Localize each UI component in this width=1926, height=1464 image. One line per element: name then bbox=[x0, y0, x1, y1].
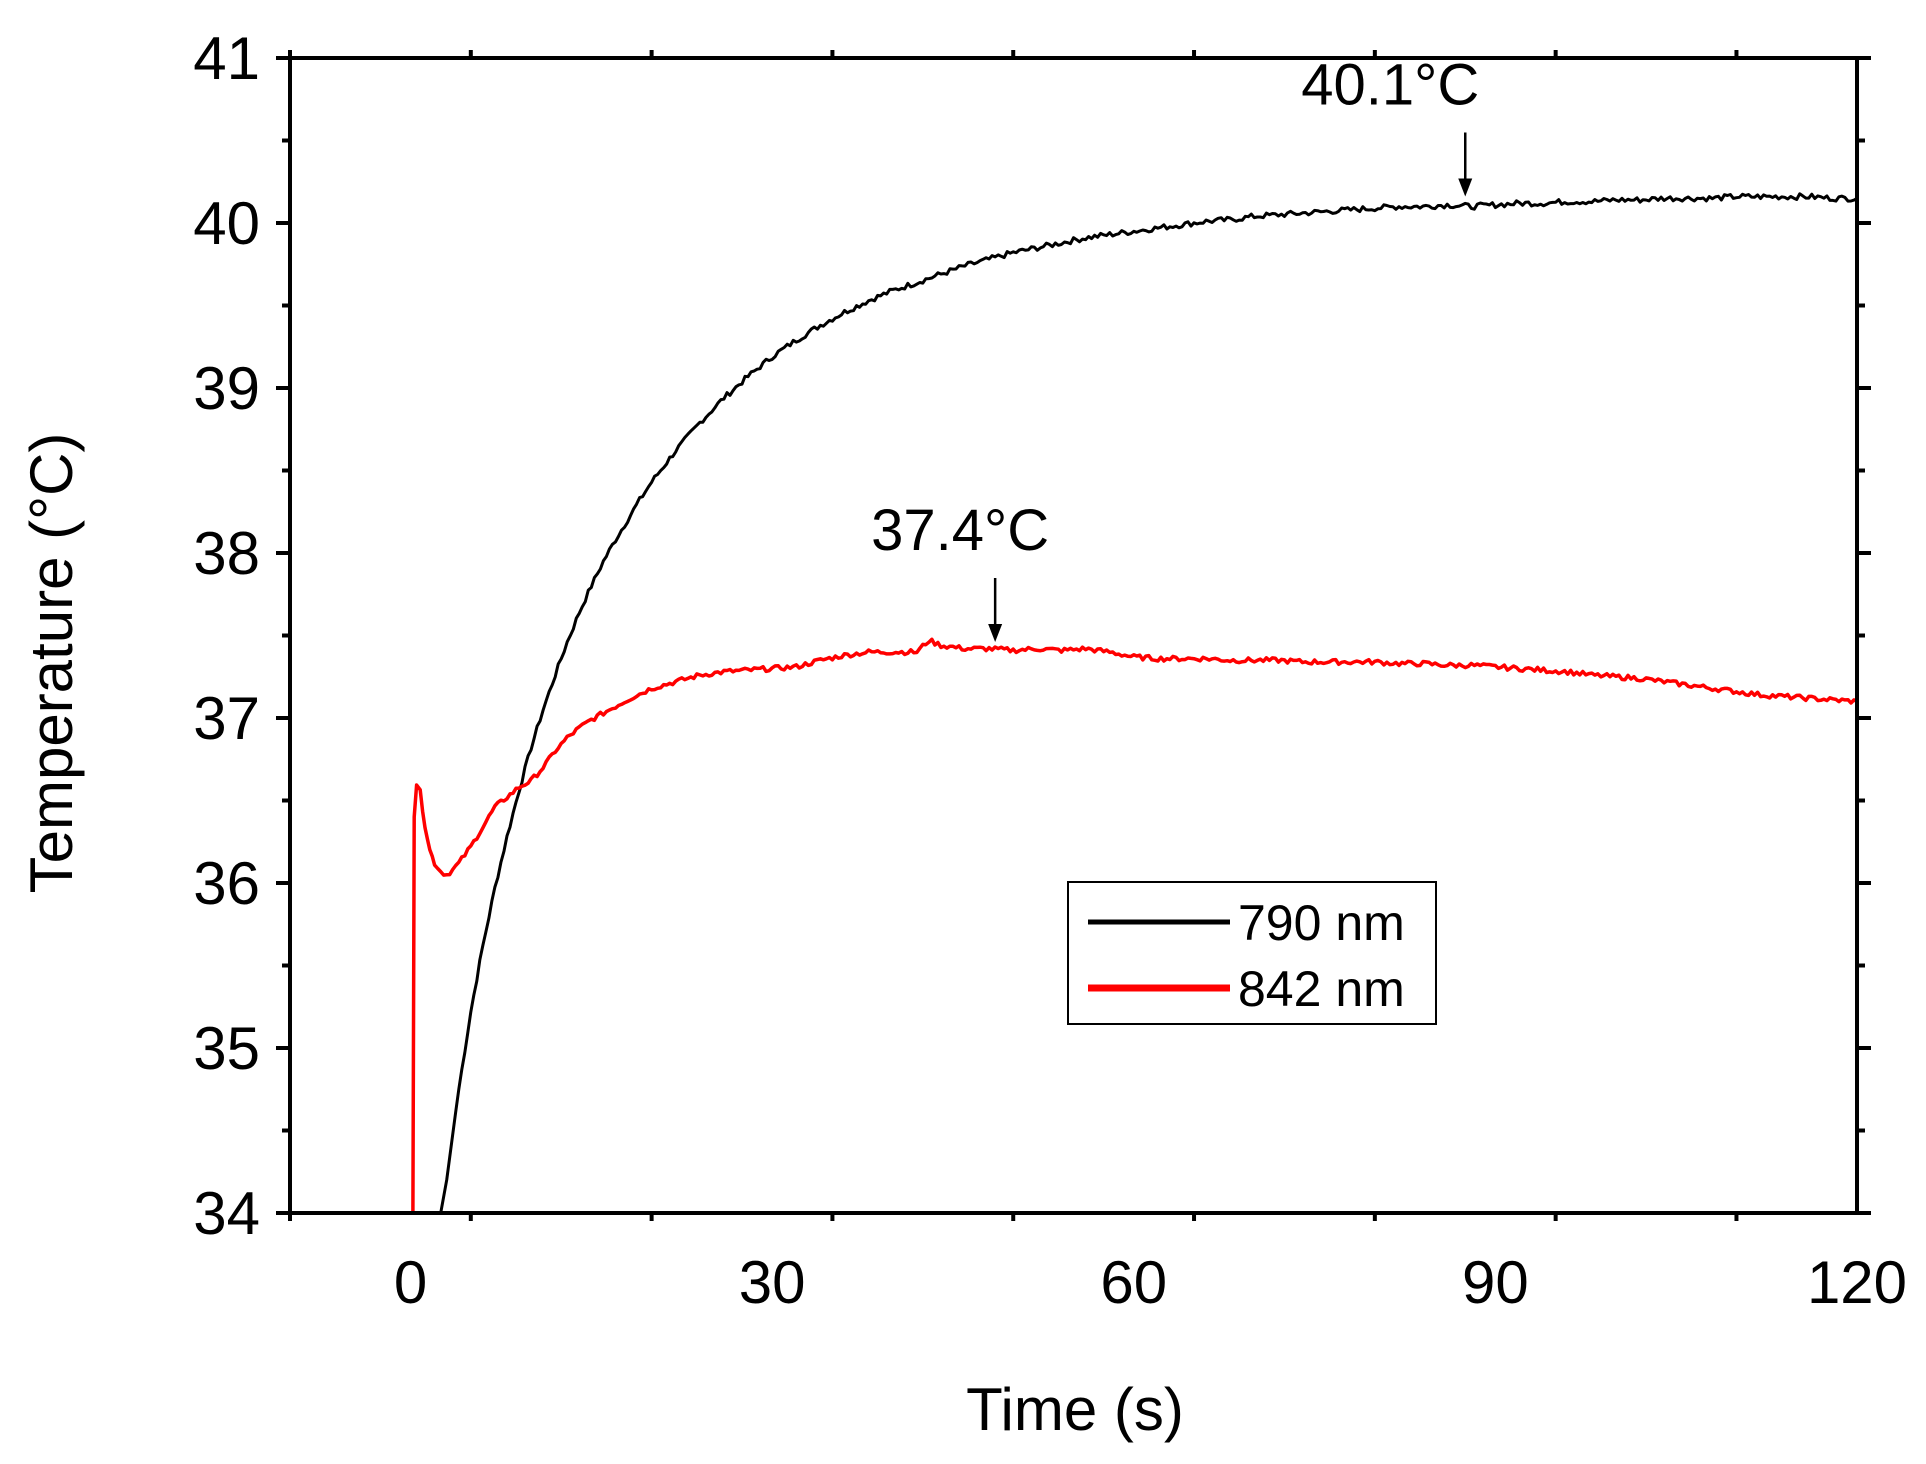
annotation-label: 40.1°C bbox=[1301, 53, 1479, 118]
y-tick-label: 40 bbox=[193, 190, 260, 257]
x-tick-label: 30 bbox=[739, 1249, 806, 1316]
legend: 790 nm 842 nm bbox=[1067, 881, 1437, 1025]
x-tick-label: 120 bbox=[1807, 1249, 1907, 1316]
y-axis-title: Temperature (°C) bbox=[18, 433, 85, 894]
y-tick-label: 39 bbox=[193, 355, 260, 422]
legend-box bbox=[1067, 881, 1437, 1025]
plot-layer bbox=[411, 192, 1857, 1213]
annotation-arrow-head bbox=[988, 624, 1003, 642]
y-tick-label: 41 bbox=[193, 25, 260, 92]
plot-frame-layer bbox=[288, 56, 1859, 1215]
tick-layer: 0 30 60 90 120 34 35 36 37 38 39 40 41 bbox=[193, 25, 1907, 1316]
x-tick-label: 90 bbox=[1462, 1249, 1529, 1316]
y-tick-label: 38 bbox=[193, 520, 260, 587]
series-line-790-nm bbox=[439, 192, 1857, 1213]
plot-frame bbox=[288, 56, 1859, 1215]
y-tick-label: 35 bbox=[193, 1015, 260, 1082]
annotation-layer: 40.1°C 37.4°C bbox=[871, 53, 1479, 642]
legend-label: 790 nm bbox=[1238, 895, 1405, 951]
x-tick-label: 60 bbox=[1100, 1249, 1167, 1316]
y-tick-label: 34 bbox=[193, 1180, 260, 1247]
annotation-label: 37.4°C bbox=[871, 498, 1049, 563]
y-tick-label: 36 bbox=[193, 850, 260, 917]
annotation-arrow-head bbox=[1458, 178, 1473, 197]
series-group bbox=[411, 192, 1857, 1213]
x-axis-title: Time (s) bbox=[966, 1376, 1184, 1443]
series-line-842-nm bbox=[411, 637, 1857, 1213]
x-tick-label: 0 bbox=[394, 1249, 427, 1316]
legend-label: 842 nm bbox=[1238, 961, 1405, 1017]
y-tick-label: 37 bbox=[193, 685, 260, 752]
